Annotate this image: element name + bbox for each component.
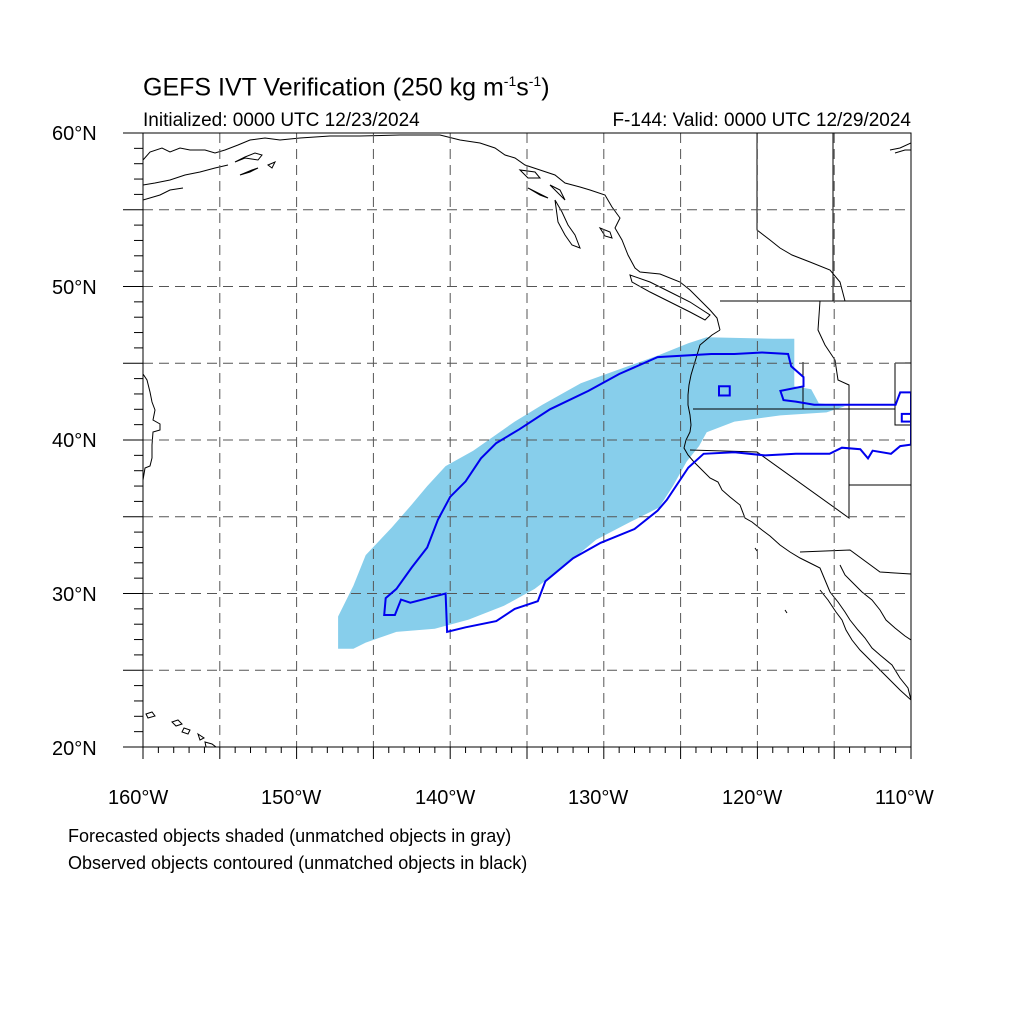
title-main: GEFS IVT Verification (250 kg m xyxy=(143,73,504,102)
valid-time-label: F-144: Valid: 0000 UTC 12/29/2024 xyxy=(612,110,911,131)
coastline-northeast xyxy=(889,142,911,154)
coastline-alaska-bc xyxy=(143,134,721,331)
observed-layer xyxy=(383,351,911,634)
title-close: ) xyxy=(541,73,550,102)
forecast-layer xyxy=(338,337,845,649)
lat-label-50: 50°N xyxy=(52,277,97,299)
tick-layer xyxy=(123,132,912,759)
observed-object-small xyxy=(718,385,731,397)
observed-object-small-east xyxy=(900,412,911,423)
lon-label-120w: 120°W xyxy=(722,787,783,809)
title-superscript-1: -1 xyxy=(503,73,517,89)
lon-label-110w: 110°W xyxy=(875,787,934,809)
lon-label-130w: 130°W xyxy=(568,787,629,809)
lat-label-20: 20°N xyxy=(52,738,97,760)
baja-islands xyxy=(754,547,788,614)
lat-label-60: 60°N xyxy=(52,123,97,145)
coastline-gulf-california xyxy=(819,564,911,701)
legend-note-observed: Observed objects contoured (unmatched ob… xyxy=(68,853,528,873)
lat-label-30: 30°N xyxy=(52,584,97,606)
forecast-object xyxy=(338,337,845,649)
coastline-hawaii xyxy=(145,711,217,747)
coastline-west-edge xyxy=(143,373,161,481)
lon-label-160w: 160°W xyxy=(108,787,169,809)
coastline-islands-ak xyxy=(234,152,566,201)
legend-note-forecast: Forecasted objects shaded (unmatched obj… xyxy=(68,826,512,846)
coastline-us-west xyxy=(683,329,911,701)
lon-label-140w: 140°W xyxy=(415,787,476,809)
coastline-islands-bc xyxy=(554,199,711,321)
lon-label-150w: 150°W xyxy=(261,787,322,809)
title-superscript-2: -1 xyxy=(528,73,542,89)
lat-label-40: 40°N xyxy=(52,430,97,452)
grid-layer xyxy=(143,133,911,747)
chart-title: GEFS IVT Verification (250 kg m-1s-1) xyxy=(143,73,550,102)
observed-object xyxy=(383,351,911,634)
initialized-label: Initialized: 0000 UTC 12/23/2024 xyxy=(143,110,420,131)
title-s: s xyxy=(516,73,529,102)
